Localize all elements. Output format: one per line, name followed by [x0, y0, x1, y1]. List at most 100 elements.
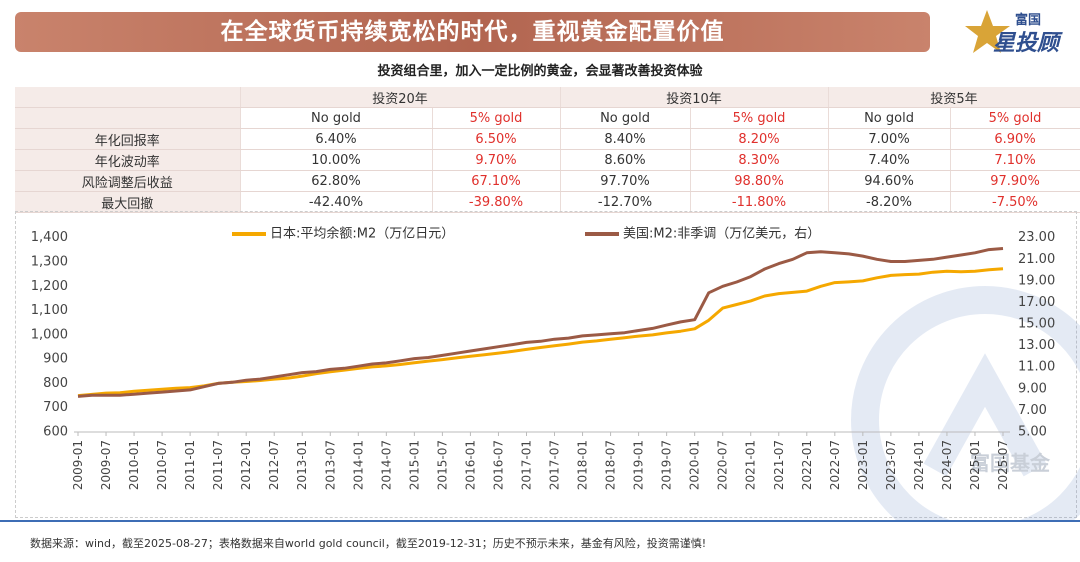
legend-label: 日本:平均余额:M2（万亿日元） — [270, 226, 454, 242]
x-tick-label: 2024-07 — [940, 440, 954, 490]
logo: 富国 星投顾 — [965, 10, 1063, 56]
x-tick-label: 2011-07 — [211, 440, 225, 490]
table-cell: -12.70% — [560, 191, 691, 213]
x-tick-label: 2020-07 — [716, 440, 730, 490]
table-cell: 98.80% — [690, 170, 829, 192]
watermark-text: 富国基金 — [970, 451, 1051, 475]
subheader: No gold — [560, 107, 691, 129]
x-tick-label: 2017-07 — [548, 440, 562, 490]
logo-brand: 富国 — [1015, 12, 1041, 28]
y2-tick-label: 15.00 — [1018, 317, 1055, 332]
x-tick-label: 2025-07 — [996, 440, 1010, 490]
table-cell: 8.60% — [560, 149, 691, 171]
header-row: 投资20年 投资10年 投资5年 — [15, 87, 1080, 108]
table-row: 风险调整后收益 62.80% 67.10% 97.70% 98.80% 94.60% 97.… — [15, 170, 1080, 192]
chart-frame — [15, 211, 1077, 518]
x-tick-label: 2009-07 — [99, 440, 113, 490]
group-header: 投资10年 — [560, 87, 829, 108]
x-tick-label: 2011-01 — [183, 440, 197, 490]
table-cell: -39.80% — [432, 191, 561, 213]
table-cell: 8.30% — [690, 149, 829, 171]
subheader: 5% gold — [690, 107, 829, 129]
x-tick-label: 2022-01 — [800, 440, 814, 490]
y2-tick-label: 11.00 — [1018, 360, 1055, 375]
x-tick-label: 2021-07 — [772, 440, 786, 490]
table-cell: 8.40% — [560, 128, 691, 150]
corner-cell — [15, 107, 241, 129]
table-cell: -11.80% — [690, 191, 829, 213]
group-header: 投资5年 — [828, 87, 1080, 108]
x-tick-label: 2018-07 — [604, 440, 618, 490]
table-cell: 7.10% — [950, 149, 1080, 171]
y2-tick-label: 17.00 — [1018, 295, 1055, 310]
row-label: 最大回撤 — [15, 191, 241, 213]
table-cell: 67.10% — [432, 170, 561, 192]
y2-tick-label: 7.00 — [1018, 403, 1047, 418]
subheader: No gold — [240, 107, 433, 129]
subheader: No gold — [828, 107, 951, 129]
x-tick-label: 2021-01 — [744, 440, 758, 490]
table-row: 年化波动率 10.00% 9.70% 8.60% 8.30% 7.40% 7.10% — [15, 149, 1080, 171]
y-tick-label: 600 — [43, 425, 68, 440]
x-tick-label: 2023-01 — [856, 440, 870, 490]
x-tick-label: 2020-01 — [688, 440, 702, 490]
table-cell: 7.00% — [828, 128, 951, 150]
group-header: 投资20年 — [240, 87, 561, 108]
y2-tick-label: 23.00 — [1018, 230, 1055, 245]
row-label: 风险调整后收益 — [15, 170, 241, 192]
y-tick-label: 1,200 — [31, 279, 68, 294]
table-cell: 10.00% — [240, 149, 433, 171]
table: 投资20年 投资10年 投资5年 No gold 5% gold No gold 5% go… — [15, 87, 1080, 213]
row-label: 年化波动率 — [15, 149, 241, 171]
x-tick-label: 2013-07 — [323, 440, 337, 490]
y2-tick-label: 9.00 — [1018, 381, 1047, 396]
y-tick-label: 700 — [43, 400, 68, 415]
row-label: 年化回报率 — [15, 128, 241, 150]
table-cell: 6.40% — [240, 128, 433, 150]
x-tick-label: 2018-01 — [576, 440, 590, 490]
y-tick-label: 1,000 — [31, 327, 68, 342]
table-cell: 94.60% — [828, 170, 951, 192]
footer-note: 数据来源：wind，截至2025-08-27；表格数据来自world gold … — [30, 537, 707, 550]
legend-label: 美国:M2:非季调（万亿美元，右） — [623, 227, 820, 242]
y2-tick-label: 13.00 — [1018, 338, 1055, 353]
subheader: 5% gold — [432, 107, 561, 129]
table-cell: 8.20% — [690, 128, 829, 150]
y-tick-label: 1,100 — [31, 303, 68, 318]
table-cell: 6.90% — [950, 128, 1080, 150]
banner-title: 在全球货币持续宽松的时代，重视黄金配置价值 — [15, 12, 930, 52]
table-row: 最大回撤 -42.40% -39.80% -12.70% -11.80% -8.20% -7… — [15, 191, 1080, 213]
x-tick-label: 2024-01 — [912, 440, 926, 490]
y-tick-label: 800 — [43, 376, 68, 391]
x-tick-label: 2022-07 — [828, 440, 842, 490]
subheader: 5% gold — [950, 107, 1080, 129]
table-cell: -42.40% — [240, 191, 433, 213]
footer-rule — [0, 520, 1080, 522]
x-tick-label: 2013-01 — [295, 440, 309, 490]
y-tick-label: 1,300 — [31, 255, 68, 270]
logo-product: 星投顾 — [993, 31, 1063, 56]
chart: 富国基金 600 700 800 900 1,000 1,100 1,200 1,300 1,4… — [31, 226, 1080, 520]
table-cell: 9.70% — [432, 149, 561, 171]
x-tick-label: 2012-07 — [267, 440, 281, 490]
x-tick-label: 2009-01 — [71, 440, 85, 490]
table-row: 年化回报率 6.40% 6.50% 8.40% 8.20% 7.00% 6.90% — [15, 128, 1080, 150]
table-cell: 6.50% — [432, 128, 561, 150]
x-tick-label: 2016-07 — [491, 440, 505, 490]
x-tick-label: 2016-01 — [463, 440, 477, 490]
x-tick-label: 2015-07 — [435, 440, 449, 490]
x-tick-label: 2010-01 — [127, 440, 141, 490]
table-cell: 7.40% — [828, 149, 951, 171]
x-tick-label: 2023-07 — [884, 440, 898, 490]
table-cell: 97.70% — [560, 170, 691, 192]
series-line — [77, 247, 1004, 398]
x-tick-label: 2014-07 — [379, 440, 393, 490]
x-tick-label: 2010-07 — [155, 440, 169, 490]
x-tick-label: 2019-07 — [660, 440, 674, 490]
y-tick-label: 900 — [43, 352, 68, 367]
x-tick-label: 2014-01 — [351, 440, 365, 490]
table-cell: -7.50% — [950, 191, 1080, 213]
x-tick-label: 2015-01 — [407, 440, 421, 490]
table-cell: -8.20% — [828, 191, 951, 213]
